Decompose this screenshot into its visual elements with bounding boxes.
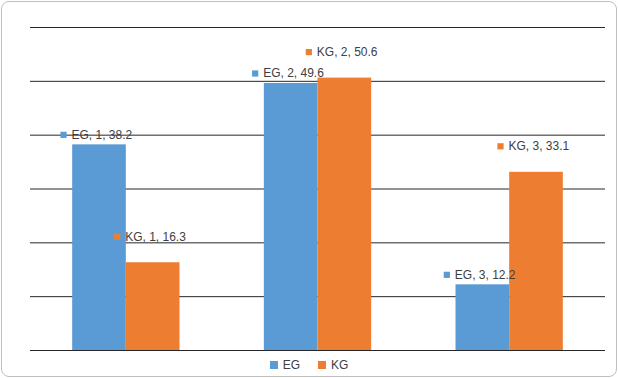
html-text:KG: KG <box>331 358 349 372</box>
svg-text:KG, 3, 33.1: KG, 3, 33.1 <box>509 139 570 153</box>
svg-text:EG, 1, 38.2: EG, 1, 38.2 <box>72 128 133 142</box>
svg-text:KG, 1, 16.3: KG, 1, 16.3 <box>125 230 186 244</box>
svg-text:KG, 2, 50.6: KG, 2, 50.6 <box>317 45 378 59</box>
html-text:EG: EG <box>282 358 300 372</box>
svg-text:EG, 3, 12.2: EG, 3, 12.2 <box>455 268 516 282</box>
svg-text:EG, 2, 49.6: EG, 2, 49.6 <box>263 66 324 80</box>
